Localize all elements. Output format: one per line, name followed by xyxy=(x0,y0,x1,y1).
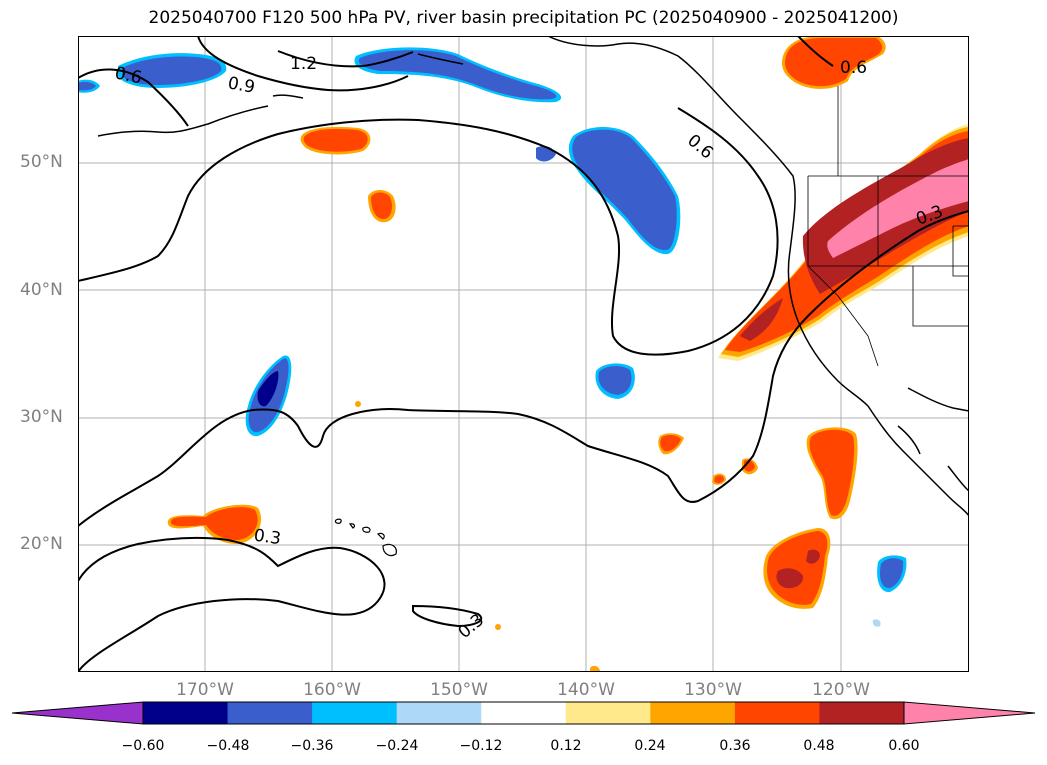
contour-label: 0.6 xyxy=(113,63,144,88)
contour-label: 0.6 xyxy=(683,131,717,164)
hawaii-islands xyxy=(334,518,397,557)
latitude-label: 50°N xyxy=(20,152,63,172)
colorbar-segment xyxy=(481,702,567,724)
colorbar-tick-label: 0.24 xyxy=(634,738,666,754)
gridlines xyxy=(78,36,969,672)
colorbar-tick-label: −0.36 xyxy=(290,738,334,754)
latitude-label: 20°N xyxy=(20,534,63,554)
colorbar-segment xyxy=(650,702,736,724)
colorbar-tick-label: −0.24 xyxy=(375,738,419,754)
colorbar-segment xyxy=(396,702,482,724)
contour-label: 0.9 xyxy=(226,73,256,97)
negative-precip-areas xyxy=(78,47,907,627)
longitude-label: 170°W xyxy=(176,680,234,700)
colorbar-tick-label: 0.60 xyxy=(888,738,920,754)
contour-label: 0.6 xyxy=(840,58,867,78)
contour-label: 1.2 xyxy=(290,54,317,74)
positive-precip-areas xyxy=(167,36,969,672)
colorbar-segment xyxy=(819,702,905,724)
map-title: 2025040700 F120 500 hPa PV, river basin … xyxy=(148,8,899,28)
latitude-label: 30°N xyxy=(20,407,63,427)
colorbar-segment xyxy=(312,702,398,724)
colorbar-segment xyxy=(227,702,313,724)
longitude-label: 160°W xyxy=(303,680,361,700)
colorbar-tick-label: 0.36 xyxy=(719,738,751,754)
colorbar-segment xyxy=(734,702,820,724)
political-borders xyxy=(807,86,969,367)
longitude-label: 130°W xyxy=(684,680,742,700)
colorbar-extension-high xyxy=(904,702,1035,724)
coastlines xyxy=(97,36,969,517)
contour-label: 0.3 xyxy=(455,610,489,643)
longitude-label: 140°W xyxy=(557,680,615,700)
colorbar-tick-label: 0.12 xyxy=(550,738,582,754)
map-panel: 0.6 0.9 1.2 0.6 0.6 0.3 0.3 0.3 xyxy=(78,36,969,672)
colorbar-tick-label: 0.48 xyxy=(803,738,835,754)
colorbar-segment xyxy=(565,702,651,724)
colorbar-tick-label: −0.48 xyxy=(206,738,250,754)
pv-contours xyxy=(78,36,969,672)
colorbar-tick-label: −0.60 xyxy=(121,738,165,754)
colorbar-tick-label: −0.12 xyxy=(459,738,503,754)
contour-label: 0.3 xyxy=(253,526,283,550)
colorbar-extension-low xyxy=(12,702,143,724)
latitude-label: 40°N xyxy=(20,280,63,300)
colorbar xyxy=(11,701,1036,725)
longitude-label: 120°W xyxy=(812,680,870,700)
colorbar-segment xyxy=(143,702,229,724)
longitude-label: 150°W xyxy=(430,680,488,700)
